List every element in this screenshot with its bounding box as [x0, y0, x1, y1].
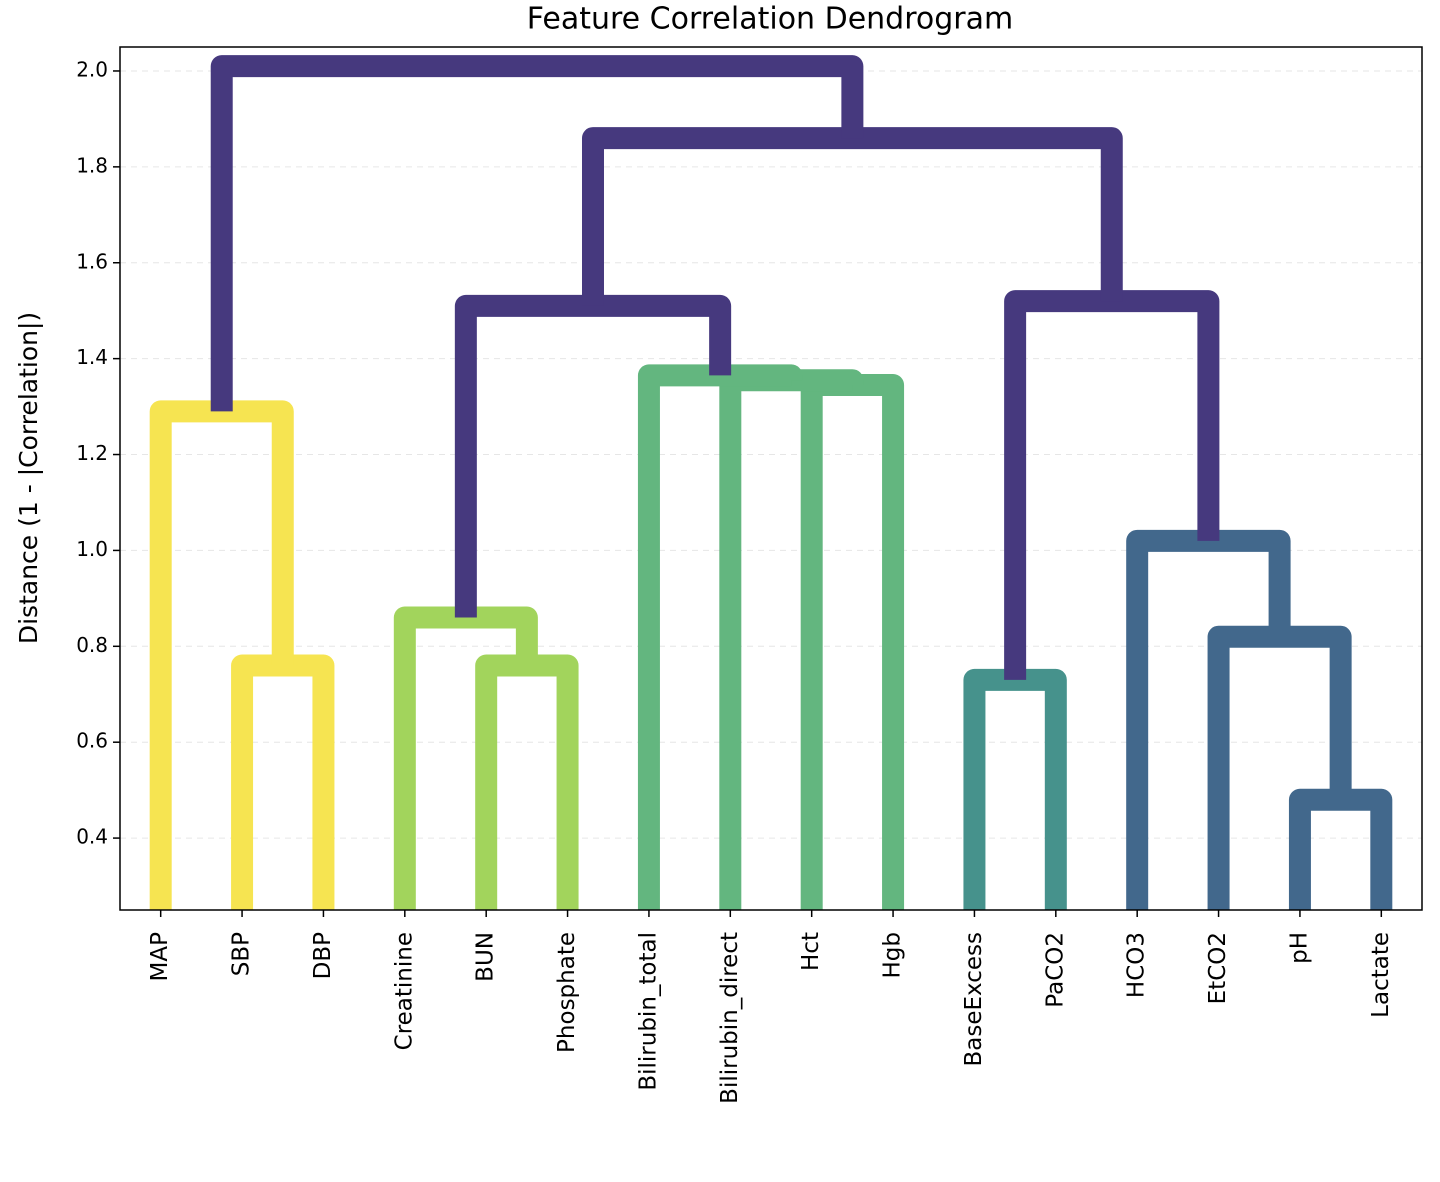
- link: [800, 374, 905, 910]
- link: [1004, 290, 1220, 680]
- leaf-label: Hct: [798, 932, 824, 971]
- y-tick-label: 1.8: [76, 153, 108, 177]
- y-tick-label: 0.4: [76, 825, 108, 849]
- link: [1288, 788, 1393, 910]
- plot-frame: [119, 46, 1423, 911]
- y-tick-label: 1.0: [76, 537, 108, 561]
- leaf-label: MAP: [147, 932, 173, 982]
- leaf-label: Hgb: [880, 932, 906, 979]
- link: [963, 668, 1067, 910]
- y-tick-label: 1.4: [76, 345, 108, 369]
- leaf-label: pH: [1286, 932, 1312, 964]
- link: [1126, 529, 1291, 910]
- leaf-label: DBP: [310, 932, 336, 979]
- leaf-label: Phosphate: [554, 932, 580, 1053]
- leaf-label: EtCO2: [1205, 932, 1231, 1004]
- leaf-label: SBP: [229, 932, 255, 976]
- link: [1207, 625, 1352, 910]
- leaf-label: HCO3: [1124, 932, 1150, 998]
- y-tick-label: 0.6: [76, 729, 108, 753]
- leaf-label: Creatinine: [391, 932, 417, 1050]
- link: [210, 55, 864, 412]
- link: [475, 654, 579, 910]
- link: [231, 654, 335, 910]
- y-tick-label: 1.2: [76, 441, 108, 465]
- links: [149, 55, 1393, 910]
- link: [719, 369, 864, 910]
- y-tick-label: 0.8: [76, 633, 108, 657]
- link: [454, 294, 732, 618]
- y-tick-label: 1.6: [76, 249, 108, 273]
- leaf-label: BUN: [473, 932, 499, 982]
- link: [149, 400, 294, 910]
- link: [581, 127, 1123, 306]
- leaf-label: BaseExcess: [961, 932, 987, 1067]
- chart-title: Feature Correlation Dendrogram: [527, 2, 1014, 37]
- leaf-label: Lactate: [1368, 932, 1394, 1018]
- leaf-label: Bilirubin_direct: [717, 932, 743, 1104]
- leaf-label: Bilirubin_total: [635, 932, 661, 1091]
- link: [393, 606, 538, 910]
- y-axis-label: Distance (1 - |Correlation|): [14, 312, 43, 644]
- leaf-label: PaCO2: [1042, 932, 1068, 1008]
- y-tick-label: 2.0: [76, 57, 108, 81]
